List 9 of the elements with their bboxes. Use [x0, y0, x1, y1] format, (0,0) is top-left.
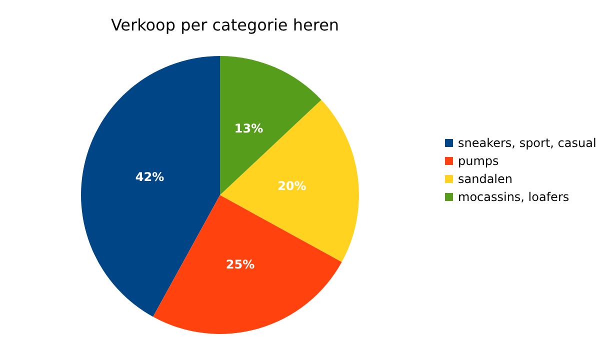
legend-label: mocassins, loafers	[458, 190, 570, 204]
chart-title: Verkoop per categorie heren	[110, 16, 340, 34]
legend-label: sneakers, sport, casual	[458, 136, 596, 150]
legend-label: sandalen	[458, 172, 513, 186]
data-label: 13%	[234, 121, 264, 136]
legend-label: pumps	[458, 154, 499, 168]
data-label: 42%	[135, 170, 164, 184]
data-label: 25%	[226, 258, 255, 272]
data-label: 20%	[278, 178, 306, 193]
